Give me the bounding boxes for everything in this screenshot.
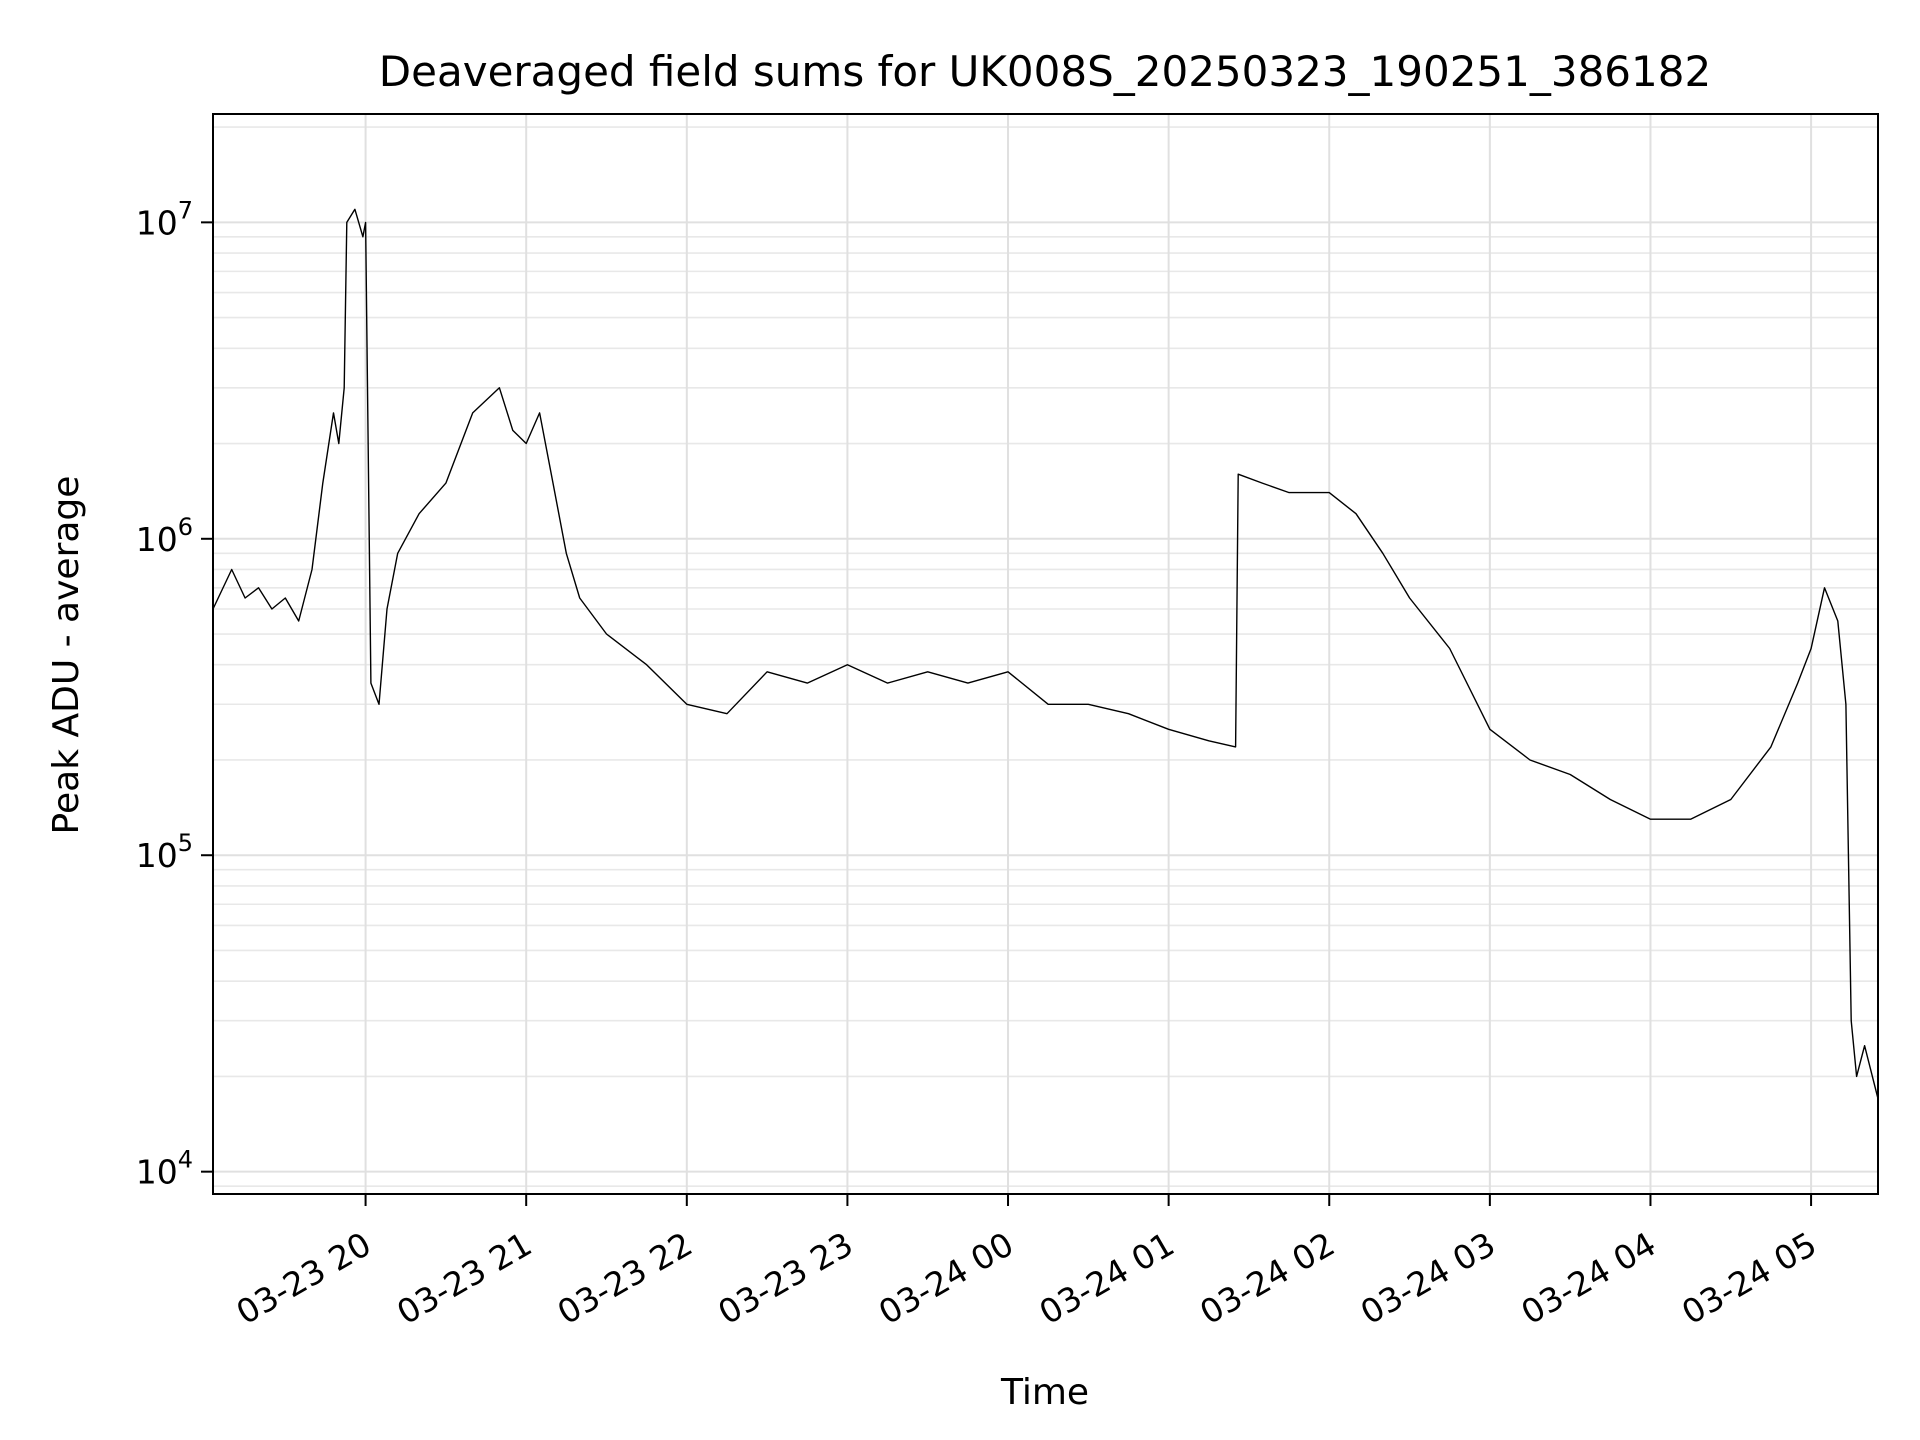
y-tick-exponent: 4 <box>178 1146 193 1174</box>
plot-area <box>212 208 1879 1099</box>
y-tick-exponent: 5 <box>178 829 193 857</box>
y-tick-exponent: 7 <box>178 196 193 224</box>
y-tick-label: 106 <box>136 513 193 559</box>
chart-title: Deaveraged field sums for UK008S_2025032… <box>379 47 1711 96</box>
major-gridlines <box>213 114 1878 1194</box>
y-tick-label: 105 <box>136 829 193 875</box>
axes-frame <box>212 113 1879 1195</box>
y-tick-base: 10 <box>136 1153 178 1192</box>
y-tick-base: 10 <box>136 836 178 875</box>
minor-gridlines <box>213 126 1878 1187</box>
y-tick-base: 10 <box>136 520 178 559</box>
y-axis-label: Peak ADU - average <box>46 476 87 835</box>
y-tick-exponent: 6 <box>178 513 193 541</box>
x-axis-label: Time <box>1000 1372 1089 1413</box>
y-tick-label: 104 <box>136 1146 193 1192</box>
y-tick-base: 10 <box>136 203 178 242</box>
series-line <box>212 208 1879 1099</box>
y-tick-label: 107 <box>136 196 193 242</box>
